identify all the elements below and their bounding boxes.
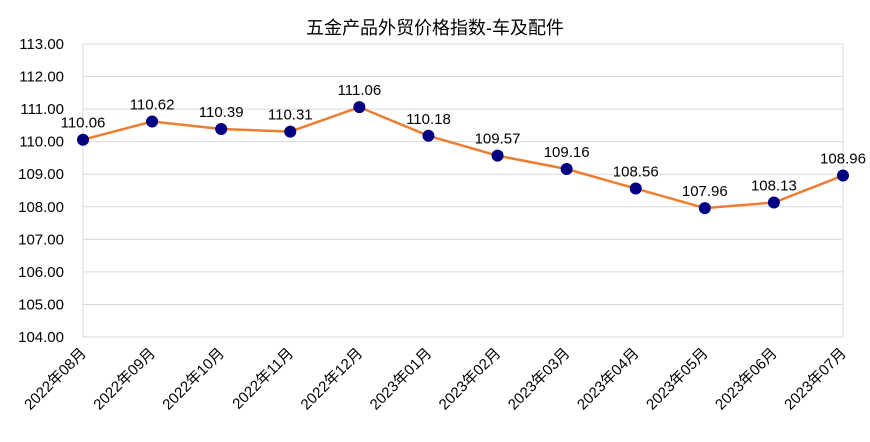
y-tick-label: 111.00 bbox=[20, 101, 64, 118]
data-label: 110.18 bbox=[406, 111, 451, 128]
data-label: 108.56 bbox=[613, 164, 659, 181]
y-tick-label: 112.00 bbox=[19, 69, 64, 86]
x-tick-label: 2022年08月 bbox=[21, 345, 90, 414]
x-tick-label: 2022年10月 bbox=[159, 345, 228, 414]
data-label: 107.96 bbox=[682, 183, 728, 200]
data-label: 110.62 bbox=[130, 96, 175, 113]
data-point bbox=[353, 101, 366, 114]
data-point bbox=[837, 169, 849, 182]
data-label: 111.06 bbox=[338, 82, 382, 99]
data-label: 110.39 bbox=[199, 104, 244, 121]
y-tick-label: 107.00 bbox=[18, 231, 64, 248]
x-tick-label: 2023年07月 bbox=[781, 345, 850, 414]
y-tick-label: 104.00 bbox=[18, 329, 64, 346]
data-point bbox=[215, 122, 228, 135]
y-tick-label: 106.00 bbox=[18, 264, 64, 281]
data-point bbox=[491, 149, 504, 162]
data-point bbox=[284, 125, 297, 138]
data-labels: 110.06 110.62 110.39 110.31 111.06 110.18 109.… bbox=[61, 82, 866, 200]
data-label: 109.16 bbox=[544, 144, 590, 161]
data-point bbox=[146, 115, 159, 128]
y-axis-ticks: 104.00 105.00 106.00 107.00 108.00 109.00 110.… bbox=[18, 36, 64, 346]
data-point bbox=[422, 129, 435, 142]
data-point bbox=[77, 133, 89, 146]
y-tick-label: 109.00 bbox=[18, 166, 64, 183]
data-label: 108.96 bbox=[820, 151, 866, 168]
data-point bbox=[560, 163, 573, 176]
chart-title: 五金产品外贸价格指数-车及配件 bbox=[306, 18, 564, 38]
data-point bbox=[767, 196, 780, 209]
x-tick-label: 2023年04月 bbox=[574, 345, 643, 414]
x-axis-ticks: 2022年08月 2022年09月 2022年10月 2022年11月 2022年12月… bbox=[21, 345, 850, 414]
x-tick-label: 2022年12月 bbox=[298, 345, 367, 414]
y-tick-label: 105.00 bbox=[18, 296, 64, 313]
x-tick-label: 2022年11月 bbox=[229, 345, 297, 413]
data-points bbox=[77, 101, 849, 215]
y-tick-label: 113.00 bbox=[19, 36, 64, 53]
gridlines bbox=[82, 43, 844, 338]
x-tick-label: 2023年02月 bbox=[436, 345, 505, 414]
data-point bbox=[698, 202, 711, 215]
x-tick-label: 2023年03月 bbox=[505, 345, 574, 414]
y-tick-label: 110.00 bbox=[19, 134, 64, 151]
data-label: 108.13 bbox=[751, 178, 797, 195]
data-label: 110.31 bbox=[268, 107, 313, 124]
data-label: 110.06 bbox=[61, 115, 106, 132]
y-tick-label: 108.00 bbox=[18, 199, 64, 216]
x-tick-label: 2023年01月 bbox=[367, 345, 436, 414]
series-line bbox=[82, 105, 844, 210]
data-point bbox=[629, 182, 642, 195]
data-label: 109.57 bbox=[475, 131, 521, 148]
x-tick-label: 2023年05月 bbox=[643, 345, 712, 414]
x-tick-label: 2023年06月 bbox=[712, 345, 781, 414]
x-tick-label: 2022年09月 bbox=[90, 345, 159, 414]
series-path bbox=[82, 105, 844, 210]
